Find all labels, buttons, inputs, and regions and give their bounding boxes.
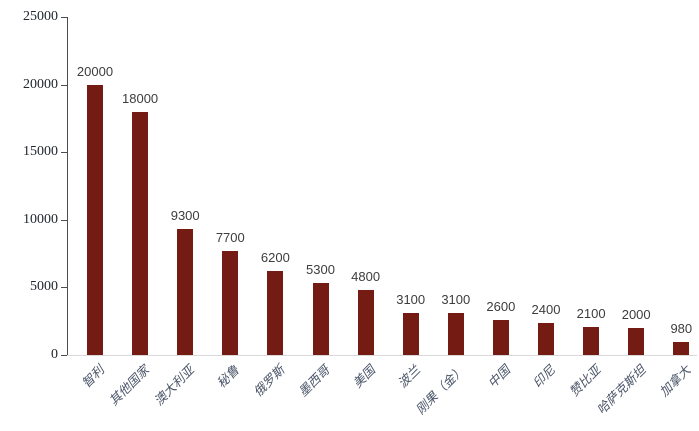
y-axis-tick-label: 10000 xyxy=(23,211,58,227)
x-axis-category-label: 俄罗斯 xyxy=(250,363,288,400)
x-axis-category-label: 波兰 xyxy=(395,363,423,391)
bar-value-label: 20000 xyxy=(76,63,114,79)
bar xyxy=(492,319,509,355)
bar xyxy=(312,283,329,355)
bar xyxy=(132,111,149,355)
bar xyxy=(583,326,600,355)
y-axis-tick-mark xyxy=(61,84,67,86)
y-axis-tick-mark xyxy=(61,152,67,154)
x-axis-category-label: 中国 xyxy=(485,363,513,391)
x-axis-category-label: 其他国家 xyxy=(106,363,153,409)
y-axis-tick-mark xyxy=(61,219,67,221)
bar xyxy=(538,322,554,355)
bar-value-label: 980 xyxy=(670,320,693,336)
y-axis-tick-label: 15000 xyxy=(23,144,58,160)
bar xyxy=(628,327,645,355)
y-axis-tick-mark xyxy=(61,355,67,356)
bar-value-label: 2100 xyxy=(576,305,606,321)
bar xyxy=(447,313,464,355)
bar xyxy=(177,229,194,355)
bar-value-label: 5300 xyxy=(306,262,335,278)
bar-value-label: 3100 xyxy=(396,292,426,308)
bar-value-label: 2000 xyxy=(621,306,651,322)
y-axis-tick-label: 25000 xyxy=(23,9,58,24)
y-axis-tick-label: 20000 xyxy=(23,76,58,92)
y-axis-tick-mark xyxy=(61,17,67,18)
bar xyxy=(267,271,284,355)
y-axis-tick-label: 0 xyxy=(51,347,58,362)
bar-value-label: 4800 xyxy=(351,269,381,285)
bar-value-label: 9300 xyxy=(170,208,200,224)
bar-value-label: 6200 xyxy=(260,250,290,266)
x-axis-category-label: 加拿大 xyxy=(656,363,694,400)
x-axis-category-label: 赞比亚 xyxy=(566,363,604,400)
y-axis-tick-label: 5000 xyxy=(30,279,58,295)
x-axis-category-label: 智利 xyxy=(79,363,107,391)
bar xyxy=(402,313,419,355)
bar-value-label: 2400 xyxy=(531,301,561,317)
y-axis-line xyxy=(67,17,68,355)
bar-value-label: 7700 xyxy=(215,229,245,245)
x-axis-line xyxy=(67,355,697,356)
x-axis-category-label: 美国 xyxy=(349,363,378,391)
x-axis-category-label: 澳大利亚 xyxy=(151,363,198,409)
x-axis-category-label: 印尼 xyxy=(530,363,558,391)
bar xyxy=(357,290,374,355)
x-axis-category-label: 秘鲁 xyxy=(214,363,243,391)
x-axis-category-label: 墨西哥 xyxy=(295,363,333,400)
bar-value-label: 3100 xyxy=(441,292,471,308)
y-axis-tick-mark xyxy=(61,287,67,289)
bar-value-label: 18000 xyxy=(122,90,159,106)
bar xyxy=(87,84,103,355)
bar-value-label: 2600 xyxy=(486,298,516,314)
bar xyxy=(222,250,239,355)
bar xyxy=(673,341,690,355)
